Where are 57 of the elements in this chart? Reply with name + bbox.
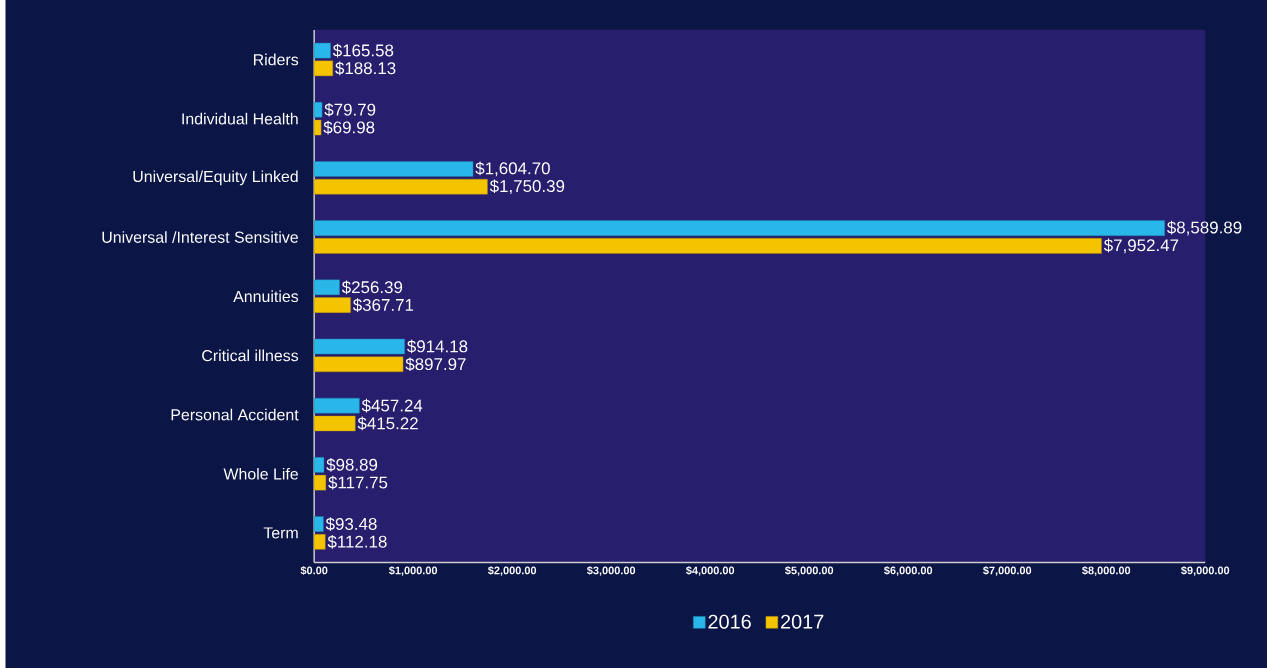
y-tick-label: Universal/Equity Linked — [133, 170, 298, 186]
data-label: $79.79 — [324, 102, 376, 117]
bar — [313, 516, 324, 532]
bar — [313, 297, 351, 313]
x-tick-label: $8,000.00 — [1082, 566, 1131, 576]
bar — [313, 178, 488, 195]
y-tick-label: Personal Accident — [171, 408, 299, 421]
bar — [313, 220, 1165, 236]
data-label: $69.98 — [323, 120, 375, 135]
bar — [313, 279, 340, 296]
bar — [313, 534, 326, 550]
data-label: $415.22 — [357, 416, 418, 431]
y-tick-label: Riders — [253, 53, 299, 66]
bar — [313, 474, 327, 491]
x-tick-label: $0.00 — [300, 566, 328, 575]
data-label: $117.75 — [328, 475, 388, 490]
data-label: $914.18 — [407, 339, 468, 354]
data-label: $457.24 — [361, 398, 423, 413]
bar — [313, 161, 474, 177]
legend-label: 2017 — [781, 614, 824, 629]
bar — [313, 119, 322, 136]
bar — [313, 42, 331, 59]
bar — [313, 415, 356, 432]
x-tick-label: $3,000.00 — [586, 566, 636, 576]
data-label: $897.97 — [405, 357, 466, 372]
data-label: $7,952.47 — [1103, 238, 1179, 254]
y-tick-label: Universal /Interest Sensitive — [102, 231, 298, 243]
x-tick-label: $4,000.00 — [685, 566, 735, 576]
x-tick-label: $5,000.00 — [785, 566, 834, 576]
y-tick-label: Whole Life — [223, 467, 298, 480]
legend-label: 2016 — [708, 614, 751, 629]
data-label: $98.89 — [326, 458, 378, 472]
y-tick-label: Annuities — [233, 290, 299, 303]
bar — [313, 102, 323, 118]
x-tick-label: $1,000.00 — [388, 566, 438, 576]
y-tick-label: Individual Health — [182, 112, 298, 125]
x-tick-label: $7,000.00 — [983, 566, 1032, 576]
y-tick-label: Term — [263, 527, 298, 539]
data-label: $8,589.89 — [1167, 220, 1242, 236]
x-tick-label: $9,000.00 — [1181, 566, 1230, 576]
data-label: $1,604.70 — [475, 161, 550, 177]
bar — [313, 397, 360, 414]
data-label: $188.13 — [335, 61, 396, 76]
bar — [313, 338, 405, 355]
bar — [313, 356, 404, 372]
x-tick-label: $6,000.00 — [884, 566, 933, 576]
data-label: $165.58 — [332, 43, 394, 58]
bar — [313, 60, 333, 77]
data-label: $112.18 — [327, 534, 387, 549]
data-label: $256.39 — [341, 280, 403, 295]
x-tick-label: $2,000.00 — [487, 566, 537, 576]
bar — [313, 457, 325, 473]
bar — [313, 238, 1102, 254]
data-label: $1,750.39 — [489, 179, 565, 195]
data-label: $367.71 — [352, 298, 414, 312]
y-tick-label: Critical illness — [202, 349, 299, 362]
data-label: $93.48 — [325, 517, 377, 531]
